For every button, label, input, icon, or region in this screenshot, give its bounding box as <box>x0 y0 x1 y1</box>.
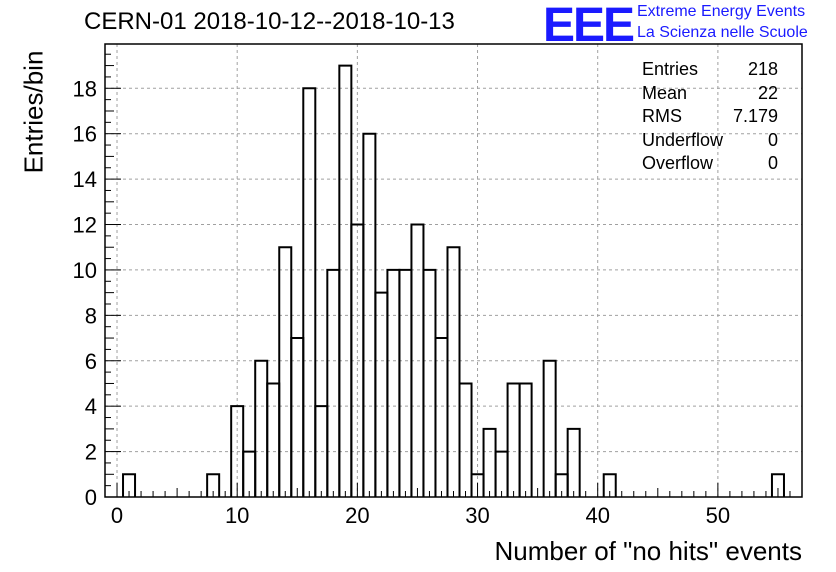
stat-value: 0 <box>767 129 778 150</box>
histogram-bin <box>494 450 509 497</box>
stat-label: Overflow <box>642 153 714 173</box>
histogram-bin <box>770 473 785 497</box>
logo-line-1: Extreme Energy Events <box>637 3 806 20</box>
stat-value: 7.179 <box>732 106 778 126</box>
histogram-bin <box>338 64 353 497</box>
x-axis-label: Number of "no hits" events <box>494 536 803 566</box>
histogram-bin <box>542 359 557 497</box>
x-tick-label: 30 <box>465 503 489 528</box>
histogram-bin <box>326 268 341 497</box>
logo-line-2: La Scienza nelle Scuole <box>637 24 808 41</box>
histogram-bin <box>458 382 473 497</box>
stat-value: 218 <box>747 59 778 79</box>
histogram-bin <box>386 268 401 497</box>
y-tick-label: 10 <box>73 258 97 283</box>
y-tick-label: 0 <box>85 485 97 510</box>
x-tick-label: 40 <box>585 503 609 528</box>
histogram-bin <box>518 382 533 497</box>
x-tick-label: 10 <box>225 503 249 528</box>
stats-box: Entries 218 Mean 22 RMS 7.179 Underflow … <box>642 58 778 176</box>
histogram-bin <box>602 473 617 497</box>
histogram-bin <box>398 268 413 497</box>
stat-value: 0 <box>767 153 778 173</box>
chart-title: CERN-01 2018-10-12--2018-10-13 <box>84 8 455 35</box>
histogram-bin <box>278 246 293 497</box>
stat-label: Mean <box>642 82 688 103</box>
histogram-bin <box>302 87 317 497</box>
y-tick-label: 18 <box>73 76 97 101</box>
stat-row-overflow: Overflow 0 <box>642 152 778 176</box>
histogram-bin <box>446 246 461 497</box>
stat-label: RMS <box>642 106 682 126</box>
stat-row-entries: Entries 218 <box>642 58 778 82</box>
x-tick-label: 20 <box>345 503 369 528</box>
y-tick-label: 8 <box>85 303 97 328</box>
y-tick-label: 14 <box>73 167 97 192</box>
histogram-bin <box>242 450 257 497</box>
stat-label: Underflow <box>642 129 724 150</box>
histogram-bin <box>374 291 389 497</box>
eee-logo: EEE <box>543 0 635 52</box>
y-tick-label: 6 <box>85 349 97 374</box>
x-tick-label: 0 <box>111 503 123 528</box>
histogram-bin <box>254 359 269 497</box>
histogram-bin <box>422 268 437 497</box>
x-tick-label: 50 <box>706 503 730 528</box>
histogram-bin <box>122 473 137 497</box>
histogram-bin <box>290 337 305 497</box>
y-axis-label: Entries/bin <box>18 50 49 174</box>
histogram-bin <box>206 473 221 497</box>
stat-row-rms: RMS 7.179 <box>642 105 778 129</box>
y-tick-label: 4 <box>85 394 97 419</box>
histogram-bin <box>506 382 521 497</box>
y-tick-label: 12 <box>73 213 97 238</box>
histogram-bin <box>434 337 449 497</box>
histogram-bin <box>266 382 281 497</box>
y-tick-label: 2 <box>85 440 97 465</box>
y-tick-label: 16 <box>73 122 97 147</box>
stat-row-mean: Mean 22 <box>642 82 778 106</box>
histogram-bin <box>482 427 497 497</box>
stat-label: Entries <box>642 59 699 79</box>
histogram-bin <box>566 427 581 497</box>
stat-value: 22 <box>757 82 778 103</box>
stat-row-underflow: Underflow 0 <box>642 129 778 153</box>
